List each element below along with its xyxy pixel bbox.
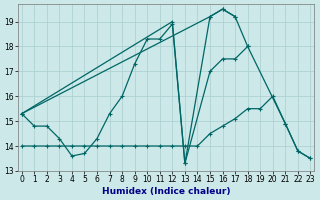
X-axis label: Humidex (Indice chaleur): Humidex (Indice chaleur) bbox=[102, 187, 230, 196]
